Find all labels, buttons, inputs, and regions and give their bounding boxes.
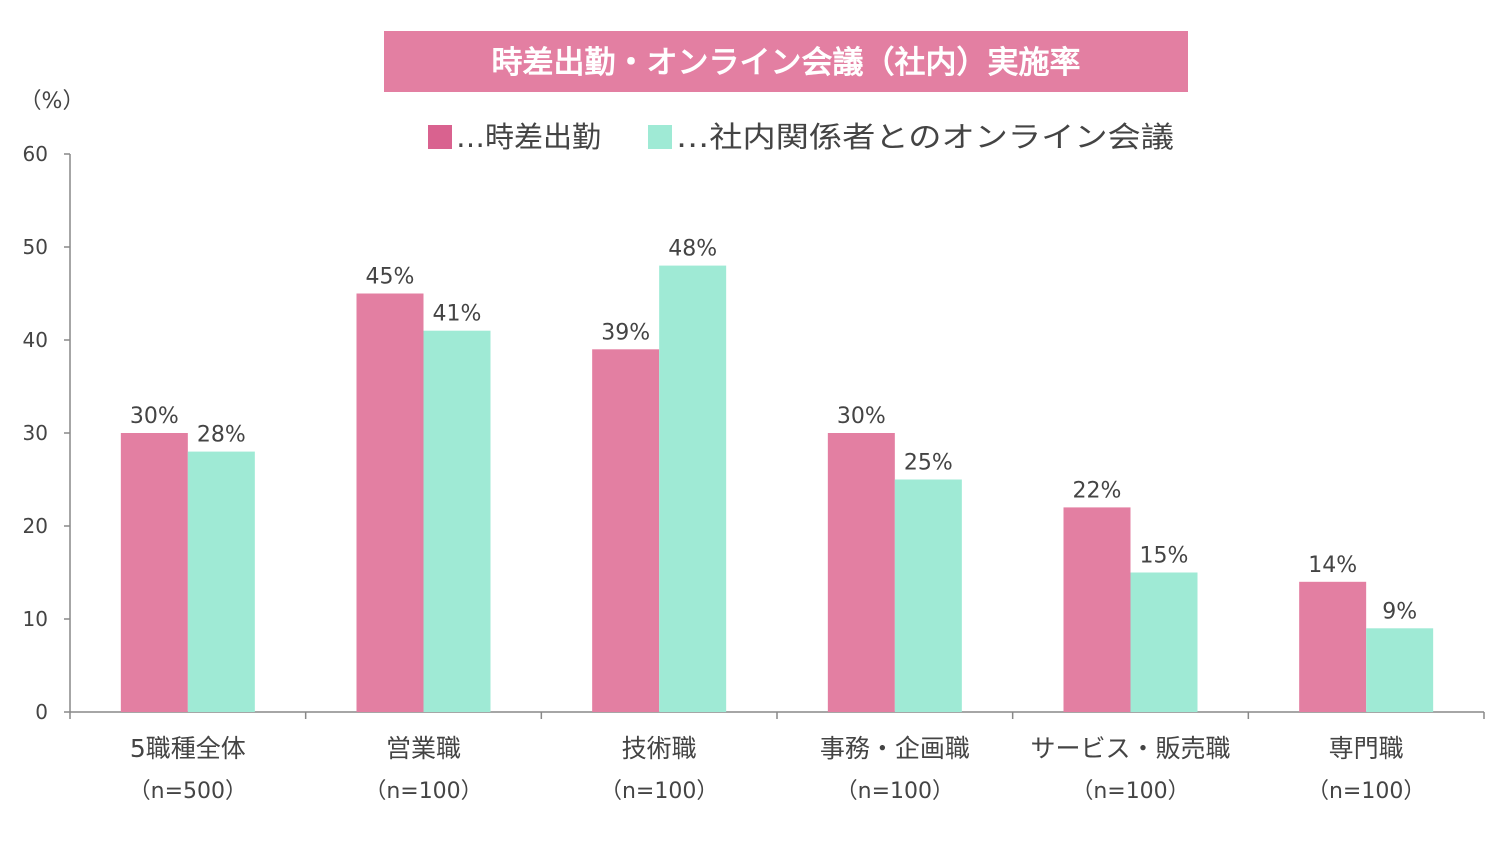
y-tick-label: 30: [23, 421, 48, 445]
bar: [1130, 572, 1198, 712]
bar: [592, 349, 660, 712]
bar: [1299, 581, 1367, 712]
bar-value-label: 48%: [668, 237, 717, 262]
bar-value-label: 30%: [837, 404, 886, 429]
bar-value-label: 45%: [366, 265, 415, 290]
bar-value-label: 30%: [130, 404, 179, 429]
bar: [827, 433, 895, 712]
y-tick-label: 0: [35, 700, 48, 724]
chart-title: 時差出勤・オンライン会議（社内）実施率: [492, 45, 1081, 81]
bar-value-label: 28%: [197, 423, 246, 448]
x-category-sample-size: （n=100）: [1307, 779, 1425, 804]
x-category-sample-size: （n=100）: [364, 779, 482, 804]
bar: [659, 265, 727, 712]
bar: [1366, 628, 1434, 712]
bar: [187, 451, 255, 712]
x-category-label: 営業職: [386, 734, 461, 763]
x-category-label: サービス・販売職: [1030, 734, 1230, 763]
y-axis-unit-label: （%）: [20, 89, 85, 114]
y-tick-label: 60: [23, 142, 48, 166]
x-category-sample-size: （n=500）: [129, 779, 247, 804]
y-tick-label: 10: [23, 607, 48, 631]
bar: [423, 330, 491, 712]
bar-value-label: 14%: [1308, 553, 1357, 578]
x-category-label: 専門職: [1329, 734, 1404, 763]
bars: [120, 265, 1434, 712]
y-tick-label: 20: [23, 514, 48, 538]
x-category-sample-size: （n=100）: [836, 779, 954, 804]
category-labels: 5職種全体 （n=500） 営業職 （n=100） 技術職 （n=100） 事務・企画職 （n…: [129, 734, 1426, 804]
legend-swatch-series-2: [648, 125, 672, 149]
legend: …時差出勤 …社内関係者とのオンライン会議: [428, 120, 1174, 154]
y-tick-label: 40: [23, 328, 48, 352]
y-tick-label: 50: [23, 235, 48, 259]
y-axis: 0 10 20 30 40 50 60: [23, 142, 71, 724]
bar-value-label: 25%: [904, 451, 953, 476]
bar-value-label: 41%: [433, 302, 482, 327]
x-category-label: 技術職: [622, 734, 697, 763]
legend-label-series-1: …時差出勤: [456, 120, 601, 154]
legend-label-series-2: …社内関係者とのオンライン会議: [676, 120, 1174, 154]
bar-value-labels: 30% 28% 45% 41% 39% 48% 30% 25% 22% 15% 14% 9%: [130, 237, 1417, 625]
bar-value-label: 39%: [601, 320, 650, 345]
bar: [120, 433, 188, 712]
bar: [1063, 507, 1131, 712]
bar-value-label: 15%: [1140, 544, 1189, 569]
bar: [894, 479, 962, 712]
x-axis: [69, 711, 1485, 719]
bar-value-label: 9%: [1382, 599, 1417, 624]
x-category-label: 5職種全体: [130, 734, 246, 763]
x-category-sample-size: （n=100）: [1071, 779, 1189, 804]
x-category-sample-size: （n=100）: [600, 779, 718, 804]
x-category-label: 事務・企画職: [820, 734, 970, 763]
chart-title-background: [384, 31, 1188, 92]
legend-swatch-series-1: [428, 125, 452, 149]
bar-value-label: 22%: [1073, 478, 1122, 503]
bar: [356, 293, 424, 712]
